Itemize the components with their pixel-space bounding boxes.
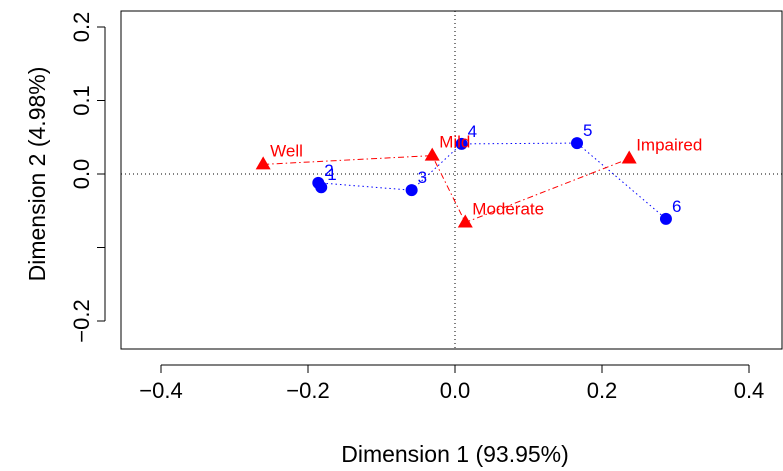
row-point-label: 3 bbox=[418, 168, 427, 187]
row-point-marker bbox=[405, 184, 418, 197]
row-point-marker bbox=[571, 137, 584, 150]
row-point-label: 4 bbox=[468, 122, 477, 141]
column-point-label: Moderate bbox=[472, 200, 544, 219]
y-tick-label: −0.2 bbox=[69, 299, 94, 342]
data-markers bbox=[255, 137, 672, 228]
x-tick-label: 0.0 bbox=[440, 378, 471, 403]
point-labels: 12 3 4 5 6 Well Mild Moderate Impaired bbox=[270, 121, 702, 218]
y-tick-label: 0.0 bbox=[69, 159, 94, 190]
column-point-label: Impaired bbox=[636, 136, 702, 155]
series-lines bbox=[263, 142, 667, 224]
column-point-marker bbox=[621, 150, 637, 164]
row-profile-path bbox=[317, 142, 667, 220]
y-tick-label: 0.1 bbox=[69, 85, 94, 116]
row-point-marker bbox=[659, 212, 672, 225]
column-point-marker bbox=[424, 147, 440, 161]
plot-frame bbox=[120, 10, 783, 350]
x-axis: −0.4 −0.2 0.0 0.2 0.4 bbox=[139, 364, 765, 403]
x-tick-label: −0.2 bbox=[286, 378, 329, 403]
x-axis-title: Dimension 1 (93.95%) bbox=[341, 441, 569, 467]
row-point-marker bbox=[312, 176, 325, 189]
row-point-label: 5 bbox=[583, 121, 592, 140]
column-profile-path bbox=[263, 155, 630, 224]
y-axis-title: Dimension 2 (4.98%) bbox=[24, 67, 50, 282]
reference-lines bbox=[121, 11, 782, 349]
x-tick-label: 0.2 bbox=[587, 378, 618, 403]
column-point-marker bbox=[255, 156, 271, 170]
column-point-label: Well bbox=[270, 141, 303, 160]
column-point-label: Mild bbox=[439, 133, 470, 152]
x-tick-label: −0.4 bbox=[139, 378, 182, 403]
column-point-marker bbox=[457, 214, 473, 228]
y-tick-label: 0.2 bbox=[69, 12, 94, 43]
y-axis: −0.2 0.0 0.1 0.2 bbox=[69, 12, 106, 343]
row-point-marker bbox=[455, 137, 468, 150]
row-point-label: 1 bbox=[327, 165, 336, 184]
x-tick-label: 0.4 bbox=[734, 378, 765, 403]
row-point-label: 2 bbox=[324, 161, 333, 180]
row-point-label: 6 bbox=[672, 197, 681, 216]
